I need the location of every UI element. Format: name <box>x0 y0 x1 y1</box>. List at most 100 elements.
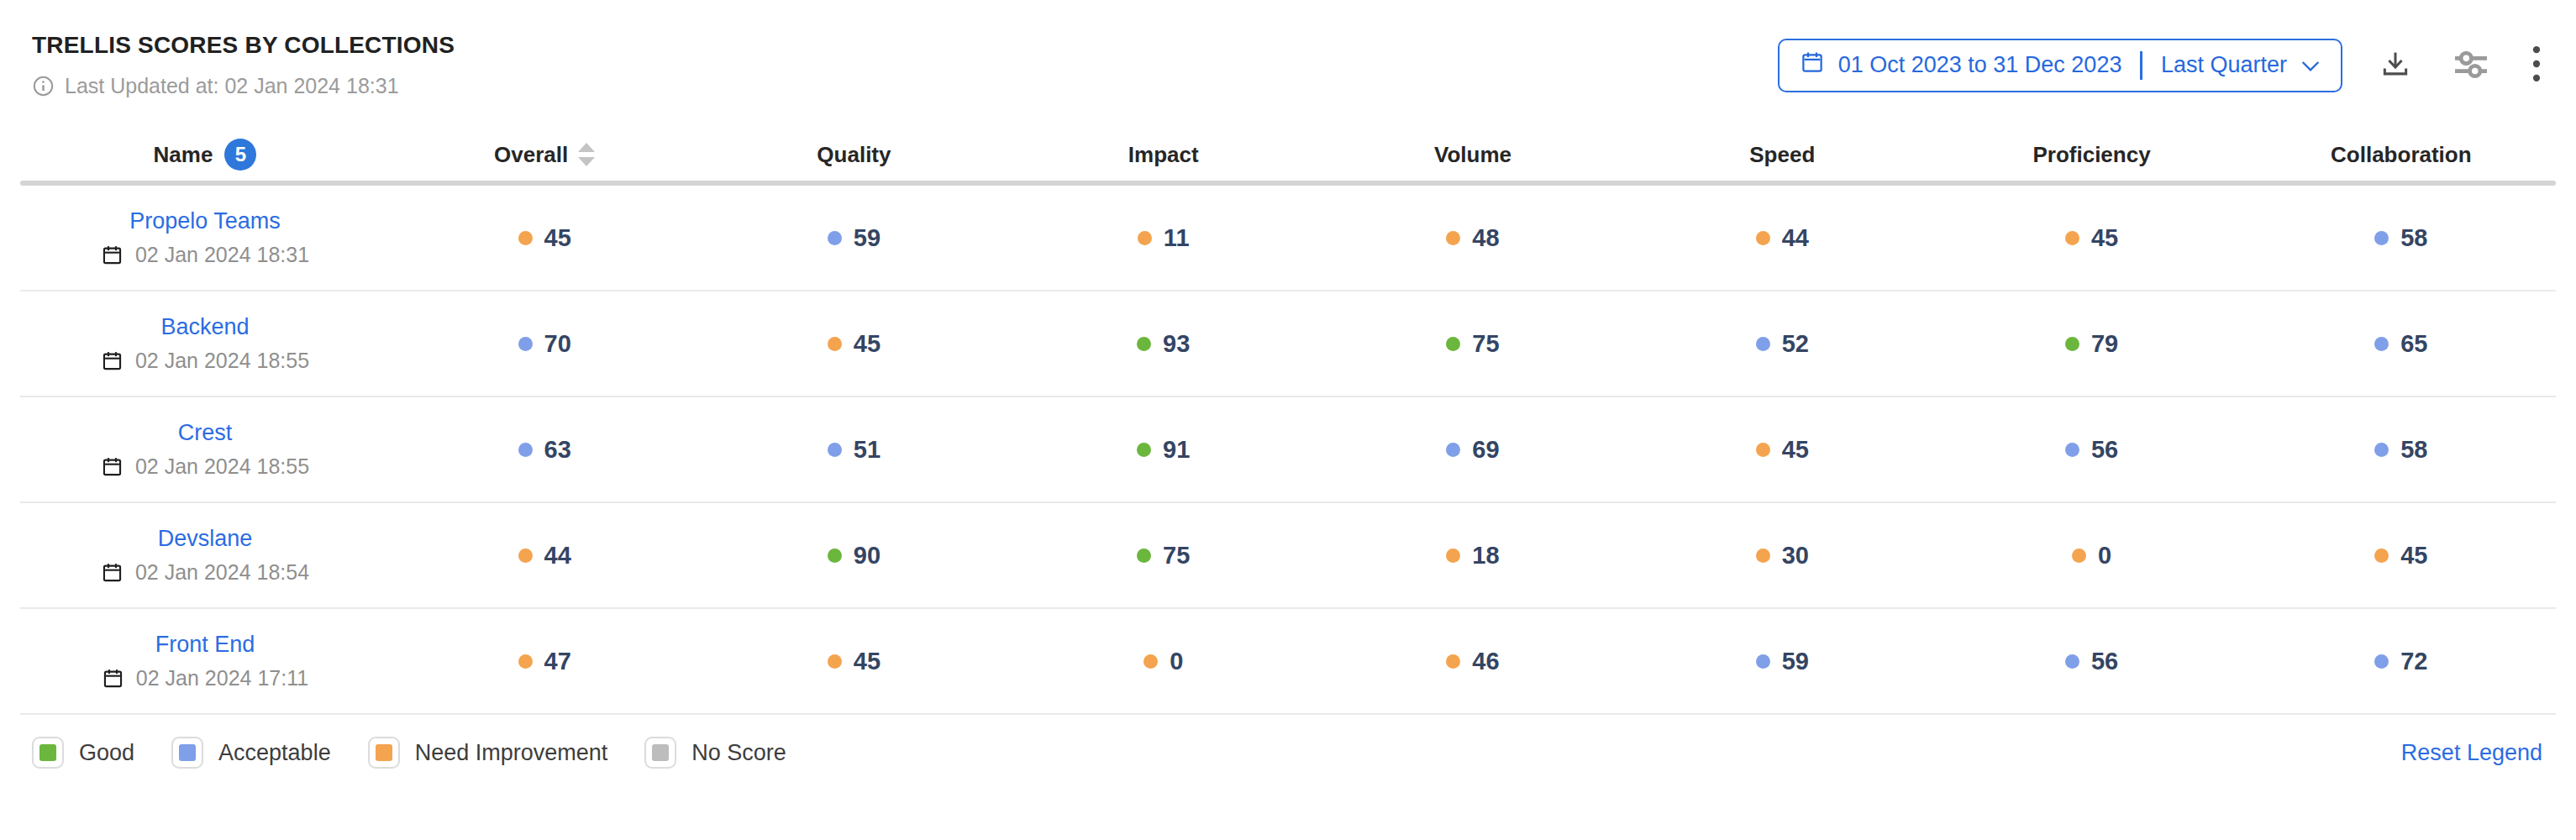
score-cell-proficiency: 56 <box>1937 648 2246 675</box>
name-header-label: Name <box>154 142 213 168</box>
score-dot <box>1446 337 1460 351</box>
score-value: 45 <box>854 330 881 358</box>
row-updated-text: 02 Jan 2024 18:54 <box>135 560 309 585</box>
score-dot <box>2072 549 2086 563</box>
score-value: 45 <box>2091 224 2118 252</box>
name-cell: Backend 02 Jan 2024 18:55 <box>20 314 390 373</box>
score-value: 75 <box>1472 330 1499 358</box>
score-dot <box>2065 337 2079 351</box>
calendar-icon <box>101 244 124 266</box>
score-cell-volume: 75 <box>1318 330 1627 358</box>
column-header-quality: Quality <box>699 142 1008 168</box>
legend-item-need-improvement[interactable]: Need Improvement <box>368 737 608 769</box>
score-cell-collaboration: 58 <box>2247 436 2556 464</box>
score-cell-impact: 11 <box>1009 224 1318 252</box>
score-value: 47 <box>544 648 571 675</box>
row-updated: 02 Jan 2024 18:55 <box>101 349 309 373</box>
score-value: 11 <box>1164 224 1190 252</box>
score-value: 45 <box>2400 542 2427 570</box>
calendar-icon <box>101 561 124 584</box>
score-cell-collaboration: 72 <box>2247 648 2556 675</box>
score-cell-speed: 44 <box>1627 224 1937 252</box>
legend-swatch <box>644 737 676 769</box>
column-header-overall[interactable]: Overall <box>390 142 699 168</box>
score-value: 79 <box>2091 330 2118 358</box>
widget-header: TRELLIS SCORES BY COLLECTIONS Last Updat… <box>0 0 2576 98</box>
date-range-text: 01 Oct 2023 to 31 Dec 2023 <box>1838 52 2122 78</box>
row-updated-text: 02 Jan 2024 18:55 <box>135 454 309 479</box>
info-icon <box>32 75 55 97</box>
widget-settings-button[interactable] <box>2452 48 2490 82</box>
score-dot <box>1756 549 1770 563</box>
score-dot <box>2065 654 2079 669</box>
acceptable-color-swatch <box>179 744 196 761</box>
no-score-color-swatch <box>652 744 669 761</box>
score-cell-quality: 45 <box>699 330 1008 358</box>
title-block: TRELLIS SCORES BY COLLECTIONS Last Updat… <box>32 32 455 98</box>
collection-link[interactable]: Devslane <box>158 526 253 552</box>
row-updated: 02 Jan 2024 18:31 <box>101 243 309 267</box>
date-range-picker[interactable]: 01 Oct 2023 to 31 Dec 2023 Last Quarter <box>1778 39 2342 92</box>
score-value: 93 <box>1163 330 1190 358</box>
calendar-icon <box>102 667 124 690</box>
legend-item-acceptable[interactable]: Acceptable <box>171 737 331 769</box>
score-dot <box>518 337 533 351</box>
score-value: 91 <box>1163 436 1190 464</box>
row-updated: 02 Jan 2024 18:55 <box>101 454 309 479</box>
score-value: 59 <box>854 224 881 252</box>
score-dot <box>1756 443 1770 457</box>
column-header-volume: Volume <box>1318 142 1627 168</box>
legend-item-good[interactable]: Good <box>32 737 134 769</box>
score-value: 63 <box>544 436 571 464</box>
download-icon <box>2379 48 2411 82</box>
score-cell-speed: 52 <box>1627 330 1937 358</box>
table-row-crest: Crest 02 Jan 2024 18:55 63 <box>20 397 2556 503</box>
score-cell-proficiency: 0 <box>1937 542 2246 570</box>
row-updated-text: 02 Jan 2024 18:55 <box>135 349 309 373</box>
row-updated-text: 02 Jan 2024 18:31 <box>135 243 309 267</box>
score-value: 58 <box>2400 224 2427 252</box>
score-cell-collaboration: 65 <box>2247 330 2556 358</box>
score-dot <box>2374 654 2389 669</box>
reset-legend-link[interactable]: Reset Legend <box>2401 740 2542 766</box>
collection-link[interactable]: Propelo Teams <box>129 208 281 234</box>
score-value: 44 <box>544 542 571 570</box>
score-value: 90 <box>854 542 881 570</box>
more-options-button[interactable] <box>2531 45 2542 85</box>
score-value: 44 <box>1782 224 1809 252</box>
score-cell-overall: 63 <box>390 436 699 464</box>
score-cell-collaboration: 45 <box>2247 542 2556 570</box>
legend-item-no-score[interactable]: No Score <box>644 737 786 769</box>
legend-swatch <box>368 737 400 769</box>
legend-label: Acceptable <box>218 740 331 766</box>
score-dot <box>828 549 842 563</box>
name-cell: Devslane 02 Jan 2024 18:54 <box>20 526 390 585</box>
calendar-icon <box>101 455 124 478</box>
score-dot <box>1446 443 1460 457</box>
score-value: 45 <box>1782 436 1809 464</box>
sort-icon[interactable] <box>578 143 595 166</box>
score-value: 72 <box>2400 648 2427 675</box>
row-updated: 02 Jan 2024 18:54 <box>101 560 309 585</box>
score-value: 56 <box>2091 436 2118 464</box>
collection-link[interactable]: Crest <box>178 420 233 446</box>
score-dot <box>1137 549 1151 563</box>
page-title: TRELLIS SCORES BY COLLECTIONS <box>32 32 455 59</box>
score-dot <box>828 337 842 351</box>
score-dot <box>518 654 533 669</box>
score-cell-volume: 18 <box>1318 542 1627 570</box>
download-button[interactable] <box>2379 48 2411 82</box>
score-value: 18 <box>1472 542 1499 570</box>
legend-label: Good <box>79 740 134 766</box>
score-cell-volume: 69 <box>1318 436 1627 464</box>
table-header-row: Name 5 Overall Quality Impact Volume Spe… <box>20 129 2556 181</box>
last-updated-text: Last Updated at: 02 Jan 2024 18:31 <box>65 74 399 98</box>
score-dot <box>1446 549 1460 563</box>
score-cell-quality: 90 <box>699 542 1008 570</box>
collection-link[interactable]: Backend <box>160 314 249 340</box>
score-dot <box>2374 443 2389 457</box>
collection-link[interactable]: Front End <box>155 632 255 658</box>
score-dot <box>2374 337 2389 351</box>
legend-swatch <box>32 737 64 769</box>
score-value: 58 <box>2400 436 2427 464</box>
